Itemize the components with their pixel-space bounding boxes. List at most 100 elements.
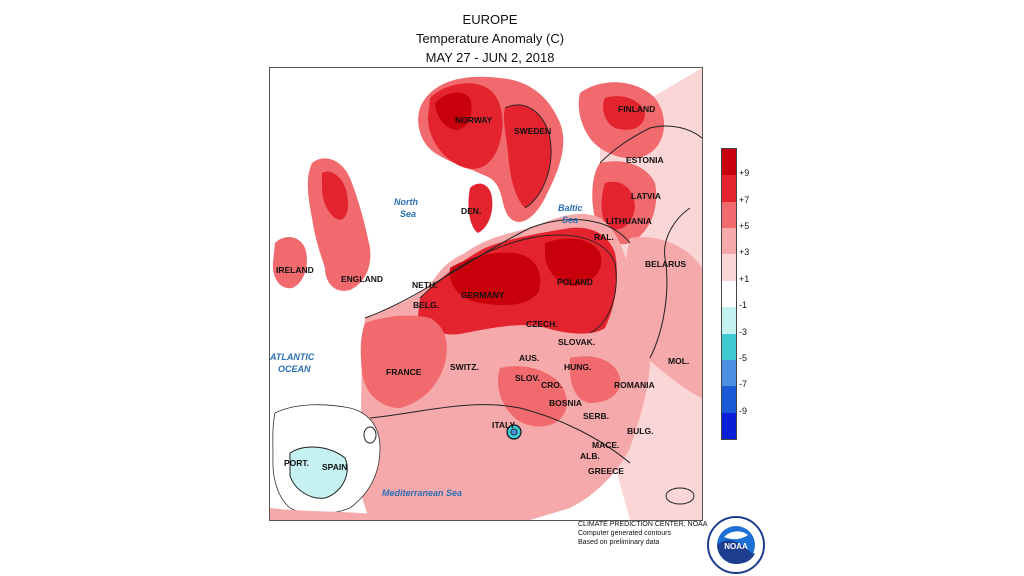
legend-swatch <box>722 333 736 360</box>
lithuania-hot <box>601 181 635 230</box>
legend-swatch <box>722 254 736 281</box>
label-alb: ALB. <box>580 451 600 461</box>
label-mediterranean: Mediterranean Sea <box>382 488 462 498</box>
label-czech: CZECH. <box>526 319 558 329</box>
legend-swatch <box>722 386 736 413</box>
noaa-logo: NOAA <box>707 516 765 574</box>
north-africa <box>270 508 390 520</box>
label-belg: BELG. <box>413 300 439 310</box>
label-atlantic-2: OCEAN <box>278 364 311 374</box>
sweden-hot <box>503 104 552 208</box>
contour-line <box>419 234 617 334</box>
contour-ring <box>363 426 377 444</box>
label-germany: GERMANY <box>461 290 505 300</box>
label-cro: CRO. <box>541 380 562 390</box>
scotland-hot <box>322 171 348 220</box>
contour-line <box>364 219 631 319</box>
title-region: EUROPE <box>462 12 518 27</box>
title-variable: Temperature Anomaly (C) <box>415 31 565 46</box>
label-mol: MOL. <box>668 356 689 366</box>
denmark-land <box>468 183 493 233</box>
legend-swatch <box>722 280 736 308</box>
legend-tick-label: +5 <box>739 221 750 232</box>
label-sweden: SWEDEN <box>514 126 551 136</box>
legend-swatch <box>722 412 736 439</box>
label-finland: FINLAND <box>618 104 655 114</box>
label-lithuania: LITHUANIA <box>606 216 652 226</box>
label-poland: POLAND <box>557 277 593 287</box>
legend-swatch <box>722 307 736 334</box>
legend-swatch <box>722 228 736 255</box>
legend-tick-label: -1 <box>739 300 748 311</box>
iberia-cool <box>289 446 348 499</box>
label-latvia: LATVIA <box>631 191 661 201</box>
legend-tick-label: -9 <box>739 405 748 416</box>
label-port: PORT. <box>284 458 309 468</box>
legend-swatch <box>722 149 736 176</box>
legend-swatch <box>722 359 736 387</box>
label-north-sea-1: North <box>394 197 418 207</box>
contour-ring <box>665 487 695 505</box>
norway-core <box>435 92 472 130</box>
label-spain: SPAIN <box>322 462 347 472</box>
label-norway: NORWAY <box>455 115 493 125</box>
label-slov: SLOV. <box>515 373 540 383</box>
label-neth: NETH. <box>412 280 438 290</box>
label-bosnia: BOSNIA <box>549 398 582 408</box>
france-northeast <box>360 315 447 408</box>
label-baltic-sea-2: Sea <box>562 215 578 225</box>
label-ral: RAL. <box>594 232 614 242</box>
map-svg: NORWAY SWEDEN FINLAND ESTONIA LATVIA LIT… <box>270 68 702 520</box>
label-north-sea-2: Sea <box>400 209 416 219</box>
balkans-warm <box>498 366 567 427</box>
contour-line <box>599 125 702 164</box>
legend-colorbar <box>721 148 737 440</box>
legend-tick-label: -3 <box>739 326 748 337</box>
label-slovak: SLOVAK. <box>558 337 595 347</box>
label-baltic-sea-1: Baltic <box>558 203 583 213</box>
legend-tick-label: -7 <box>739 379 748 390</box>
legend-tick-label: +3 <box>739 247 750 258</box>
label-romania: ROMANIA <box>614 380 655 390</box>
italy-land <box>481 387 532 466</box>
germany-core <box>449 252 541 306</box>
poland-core <box>545 238 602 286</box>
label-ireland: IRELAND <box>276 265 314 275</box>
logo-wave <box>717 540 755 564</box>
credits: CLIMATE PREDICTION CENTER, NOAA Computer… <box>578 520 707 547</box>
contour-line <box>649 207 691 359</box>
legend-tick-label: -5 <box>739 352 748 363</box>
title-period: MAY 27 - JUN 2, 2018 <box>425 50 555 65</box>
label-serb: SERB. <box>583 411 609 421</box>
romania-warm <box>569 356 621 403</box>
legend-tick-label: +7 <box>739 194 750 205</box>
label-aus: AUS. <box>519 353 539 363</box>
label-greece: GREECE <box>588 466 624 476</box>
label-bulg: BULG. <box>627 426 653 436</box>
label-belarus: BELARUS <box>645 259 686 269</box>
logo-text: NOAA <box>724 542 748 551</box>
label-switz: SWITZ. <box>450 362 479 372</box>
contour-line <box>504 104 552 209</box>
cold-spot-core <box>510 428 518 436</box>
legend-tick-label: +9 <box>739 168 750 179</box>
label-estonia: ESTONIA <box>626 155 664 165</box>
credit-line-1: CLIMATE PREDICTION CENTER, NOAA <box>578 521 708 528</box>
label-mace: MACE. <box>592 440 619 450</box>
ireland-land <box>272 236 307 289</box>
credit-line-3: Based on preliminary data <box>578 539 660 546</box>
label-england: ENGLAND <box>341 274 383 284</box>
label-hung: HUNG. <box>564 362 591 372</box>
legend-swatch <box>722 175 736 202</box>
logo-bird <box>724 531 748 540</box>
legend-tick-label: +1 <box>739 273 750 284</box>
label-italy: ITALY <box>492 420 515 430</box>
credit-line-2: Computer generated contours <box>578 530 671 537</box>
label-france: FRANCE <box>386 367 422 377</box>
label-atlantic-1: ATLANTIC <box>270 352 315 362</box>
anomaly-map: NORWAY SWEDEN FINLAND ESTONIA LATVIA LIT… <box>269 67 703 521</box>
legend-swatch <box>722 201 736 229</box>
finland-hot <box>603 96 645 130</box>
contour-line <box>369 404 631 464</box>
label-den: DEN. <box>461 206 481 216</box>
